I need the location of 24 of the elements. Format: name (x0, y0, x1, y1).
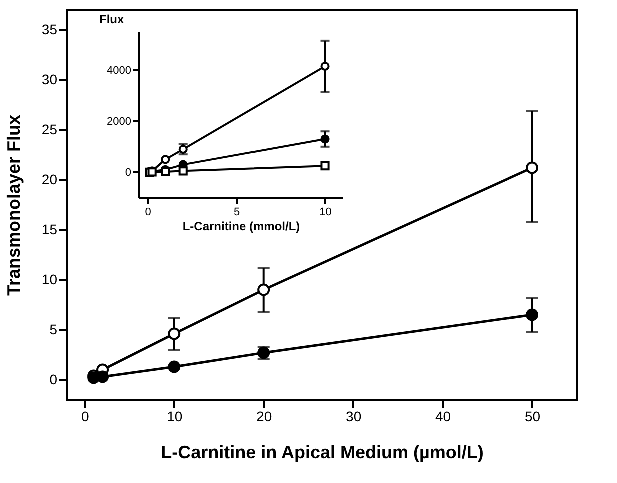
x-axis-title: L-Carnitine in Apical Medium (µmol/L) (161, 442, 484, 462)
x-tick-label: 10 (320, 206, 332, 218)
y-tick-label: 35 (42, 22, 58, 38)
x-tick-label: 10 (167, 408, 183, 424)
y-axis-title: Flux (100, 12, 124, 26)
y-tick-label: 5 (50, 322, 58, 338)
y-tick-label: 10 (42, 272, 58, 288)
y-tick-label: 20 (42, 172, 58, 188)
x-axis-title: L-Carnitine (mmol/L) (182, 220, 300, 234)
x-tick-label: 0 (81, 408, 90, 424)
x-tick-label: 5 (234, 206, 240, 218)
x-tick-label: 50 (524, 408, 541, 424)
y-tick-label: 0 (50, 372, 58, 388)
y-tick-label: 30 (42, 72, 58, 88)
y-axis-title: Transmonolayer Flux (4, 114, 24, 296)
y-tick-label: 0 (125, 166, 132, 179)
y-tick-label: 4000 (107, 64, 132, 77)
y-tick-label: 15 (42, 222, 58, 238)
y-tick-label: 2000 (107, 116, 132, 128)
x-tick-label: 20 (256, 408, 272, 424)
x-tick-label: 30 (346, 408, 362, 424)
x-tick-label: 0 (145, 206, 152, 218)
x-tick-label: 40 (436, 408, 452, 424)
y-tick-label: 25 (42, 122, 58, 138)
